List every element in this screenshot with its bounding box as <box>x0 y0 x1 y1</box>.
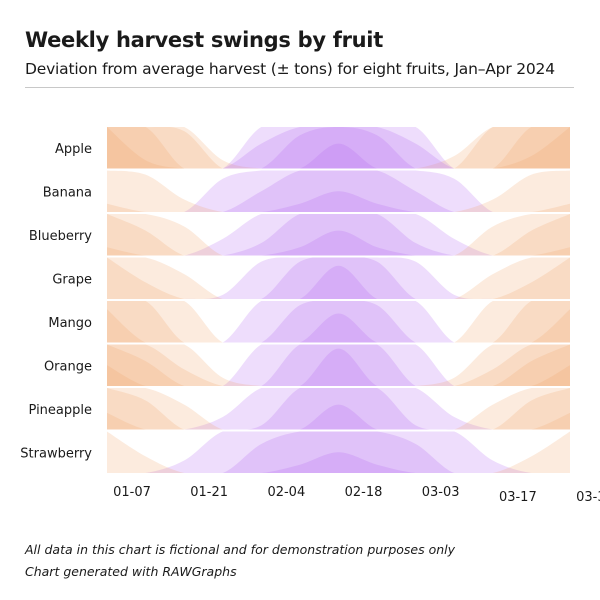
positive-band-3 <box>107 404 570 430</box>
positive-band-2 <box>107 431 570 473</box>
title-divider <box>25 87 574 88</box>
y-label-pineapple: Pineapple <box>29 403 92 418</box>
horizon-row-apple <box>107 127 570 169</box>
horizon-row-blueberry <box>107 214 570 256</box>
chart-title: Weekly harvest swings by fruit <box>25 28 383 52</box>
negative-band-2 <box>107 214 570 256</box>
positive-band-2 <box>107 344 570 386</box>
horizon-chart: Apple Banana Blueberry Grape Mango Orange Pine… <box>20 127 600 505</box>
horizon-row-orange <box>107 344 570 386</box>
positive-band-3 <box>107 265 570 299</box>
horizon-row-strawberry <box>107 431 570 473</box>
negative-band-2 <box>107 344 570 386</box>
y-label-apple: Apple <box>55 142 92 157</box>
negative-band-1 <box>107 388 570 430</box>
x-tick-label: 01-21 <box>190 485 228 500</box>
negative-band-3 <box>107 127 570 169</box>
positive-band-1 <box>107 344 570 386</box>
positive-band-3 <box>107 127 570 169</box>
positive-band-2 <box>107 301 570 343</box>
positive-band-3 <box>107 348 570 386</box>
negative-band-1 <box>107 214 570 256</box>
positive-band-1 <box>107 388 570 430</box>
negative-band-4 <box>107 127 570 169</box>
x-tick-label: 02-04 <box>267 485 305 500</box>
positive-band-2 <box>107 257 570 299</box>
positive-band-3 <box>107 230 570 256</box>
negative-band-2 <box>107 301 570 343</box>
x-tick-label: 03-17 <box>499 490 537 505</box>
x-tick-label: 02-18 <box>345 485 383 500</box>
positive-band-2 <box>107 388 570 430</box>
negative-band-2 <box>107 388 570 430</box>
negative-band-2 <box>107 127 570 169</box>
positive-band-1 <box>107 127 570 169</box>
negative-band-1 <box>107 431 570 473</box>
positive-band-4 <box>107 143 570 169</box>
footer-note: All data in this chart is fictional and … <box>25 542 456 557</box>
footer-credit: Chart generated with RAWGraphs <box>25 564 237 579</box>
y-label-banana: Banana <box>43 185 92 200</box>
positive-band-1 <box>107 214 570 256</box>
x-axis-labels: 01-07 01-21 02-04 02-18 03-03 03-17 03-31 <box>113 485 600 505</box>
positive-band-1 <box>107 431 570 473</box>
negative-band-1 <box>107 344 570 386</box>
x-tick-label: 03-31 <box>576 490 600 505</box>
y-label-strawberry: Strawberry <box>20 446 92 461</box>
positive-band-3 <box>107 313 570 343</box>
negative-band-2 <box>107 257 570 299</box>
positive-band-2 <box>107 214 570 256</box>
y-label-blueberry: Blueberry <box>29 229 92 244</box>
positive-band-1 <box>107 257 570 299</box>
x-tick-label: 01-07 <box>113 485 151 500</box>
positive-band-2 <box>107 127 570 169</box>
negative-band-1 <box>107 127 570 169</box>
y-label-mango: Mango <box>48 316 92 331</box>
chart-rows <box>107 127 570 473</box>
positive-band-2 <box>107 170 570 212</box>
horizon-row-mango <box>107 301 570 343</box>
y-axis-labels: Apple Banana Blueberry Grape Mango Orange Pine… <box>20 142 92 462</box>
negative-band-1 <box>107 257 570 299</box>
positive-band-1 <box>107 170 570 212</box>
negative-band-1 <box>107 301 570 343</box>
y-label-orange: Orange <box>44 359 92 374</box>
positive-band-3 <box>107 191 570 212</box>
y-label-grape: Grape <box>52 272 92 287</box>
negative-band-3 <box>107 344 570 386</box>
horizon-row-pineapple <box>107 388 570 430</box>
horizon-row-banana <box>107 170 570 212</box>
negative-band-1 <box>107 170 570 212</box>
x-tick-label: 03-03 <box>422 485 460 500</box>
positive-band-3 <box>107 452 570 473</box>
chart-subtitle: Deviation from average harvest (± tons) … <box>25 60 555 78</box>
positive-band-1 <box>107 301 570 343</box>
horizon-row-grape <box>107 257 570 299</box>
